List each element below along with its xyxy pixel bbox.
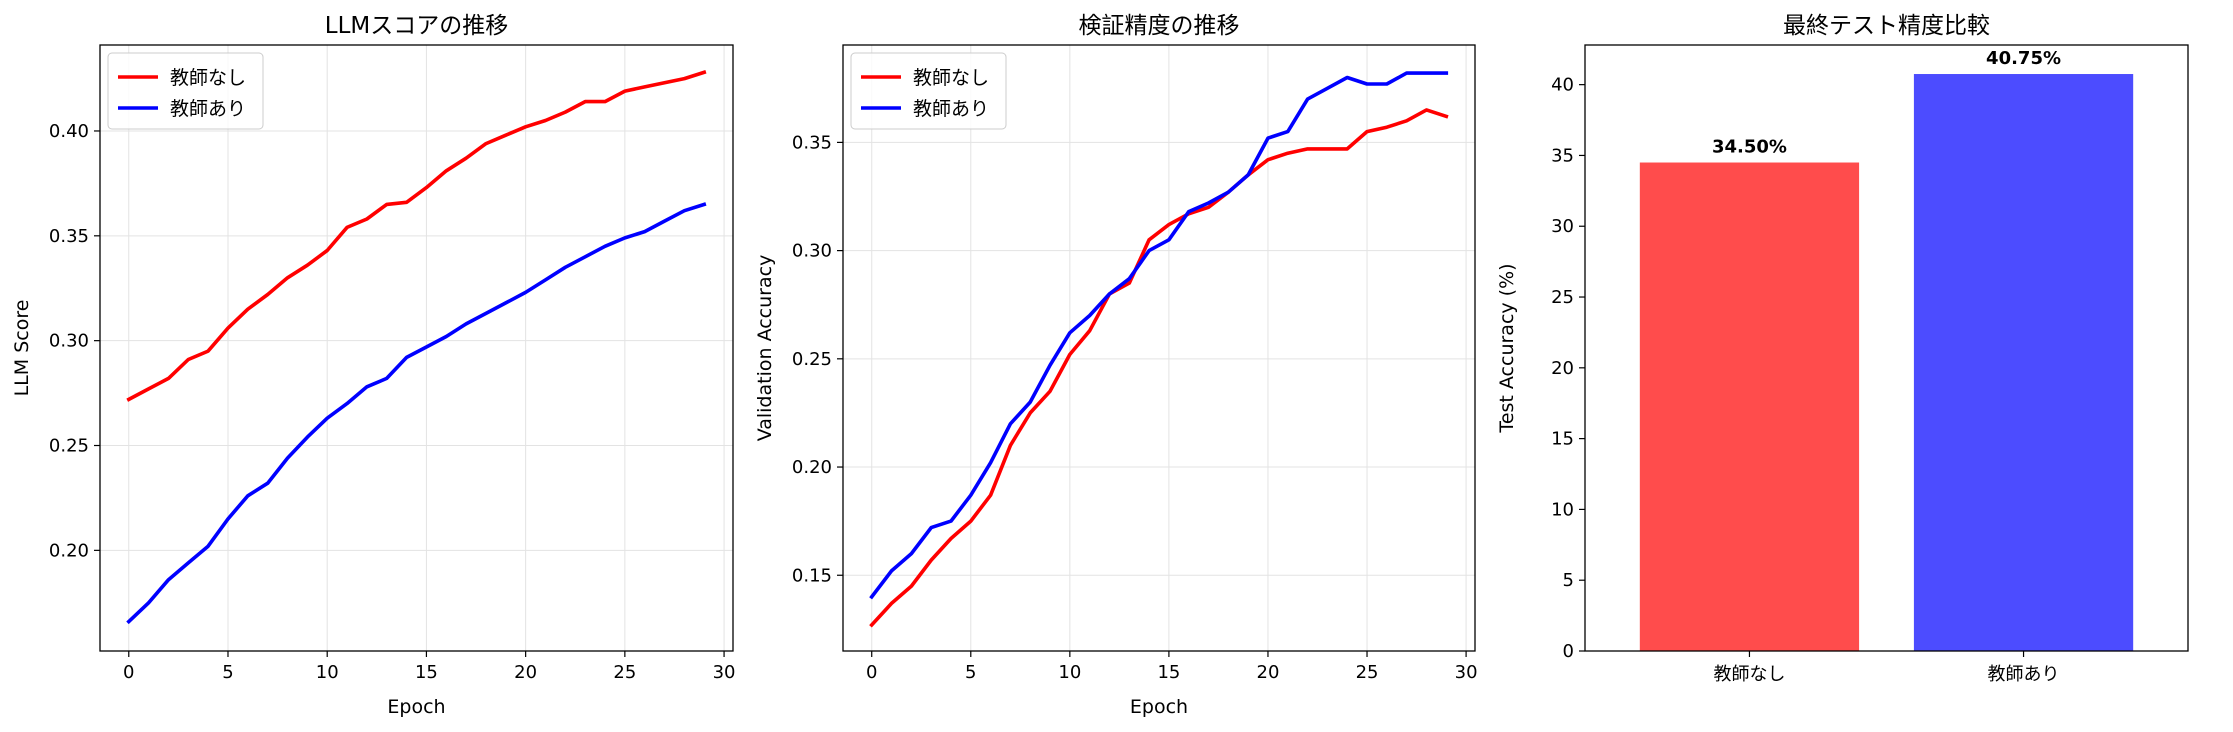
bar-value-label-1: 40.75% (1986, 48, 2061, 69)
bar-value-label-0: 34.50% (1712, 137, 1787, 158)
bar-0 (1639, 162, 1860, 652)
test-accuracy-bar-chart: 34.50% 教師なし 40.75% 教師あり 0 5 10 15 20 25 30 35 40 最終テス… (1496, 13, 2189, 685)
legend-box (850, 52, 1007, 130)
chart-title: LLMスコアの推移 (325, 13, 508, 39)
x-tick-label: 0 (866, 662, 877, 683)
y-tick-label: 30 (1551, 216, 1574, 237)
y-tick-label: 5 (1563, 570, 1574, 591)
y-tick-label: 0.15 (792, 565, 832, 586)
y-tick-label: 40 (1551, 75, 1574, 96)
y-tick-label: 0.40 (49, 121, 89, 142)
chart-title: 最終テスト精度比較 (1783, 13, 1990, 39)
y-tick-label: 35 (1551, 145, 1574, 166)
x-tick-label: 20 (1257, 662, 1280, 683)
y-tick-label: 0.30 (49, 331, 89, 352)
x-tick-label: 30 (1455, 662, 1478, 683)
series-line-1 (869, 71, 1449, 600)
x-tick-label: 25 (613, 662, 636, 683)
y-tick-label: 0 (1563, 641, 1574, 662)
axes-frame (99, 44, 734, 652)
legend-label-1: 教師あり (913, 98, 989, 120)
y-axis-label: LLM Score (11, 300, 33, 397)
series-line-1 (126, 202, 707, 625)
x-tick-label: 教師あり (1988, 664, 2060, 685)
llm-score-chart: 0 5 10 15 20 25 30 0.20 0.25 0.30 0.35 0.40 教師なし教師あり… (11, 13, 736, 718)
x-tick-label: 15 (415, 662, 438, 683)
bar-1 (1913, 74, 2134, 652)
y-tick-label: 20 (1551, 358, 1574, 379)
y-tick-label: 0.35 (792, 132, 832, 153)
y-tick-label: 0.20 (792, 457, 832, 478)
series-line-0 (126, 70, 707, 402)
y-axis-label: Test Accuracy (%) (1496, 263, 1518, 433)
x-tick-label: 10 (1058, 662, 1081, 683)
y-axis-label: Validation Accuracy (754, 255, 776, 442)
chart-title: 検証精度の推移 (1079, 13, 1240, 39)
x-tick-label: 5 (222, 662, 233, 683)
x-axis-label: Epoch (387, 696, 445, 718)
x-tick-label: 25 (1356, 662, 1379, 683)
x-axis-label: Epoch (1130, 696, 1188, 718)
y-tick-label: 25 (1551, 287, 1574, 308)
x-tick-label: 20 (514, 662, 537, 683)
x-tick-label: 5 (965, 662, 976, 683)
axes-frame (1584, 44, 2189, 652)
validation-accuracy-chart: 0 5 10 15 20 25 30 0.15 0.20 0.25 0.30 0.35 教師なし教師あり… (754, 13, 1478, 718)
y-tick-label: 10 (1551, 499, 1574, 520)
y-tick-label: 0.35 (49, 226, 89, 247)
y-tick-label: 0.25 (792, 349, 832, 370)
legend-label-0: 教師なし (170, 67, 246, 89)
x-tick-label: 0 (123, 662, 134, 683)
x-tick-label: 10 (316, 662, 339, 683)
legend-label-0: 教師なし (913, 67, 989, 89)
x-tick-label: 30 (713, 662, 736, 683)
y-tick-label: 0.30 (792, 241, 832, 262)
legend-label-1: 教師あり (170, 98, 246, 120)
y-tick-label: 15 (1551, 429, 1574, 450)
x-tick-label: 教師なし (1713, 664, 1785, 685)
x-tick-label: 15 (1157, 662, 1180, 683)
series-line-0 (869, 108, 1449, 628)
axes-frame (842, 44, 1476, 652)
legend-box (107, 52, 264, 130)
y-tick-label: 0.20 (49, 540, 89, 561)
y-tick-label: 0.25 (49, 436, 89, 457)
